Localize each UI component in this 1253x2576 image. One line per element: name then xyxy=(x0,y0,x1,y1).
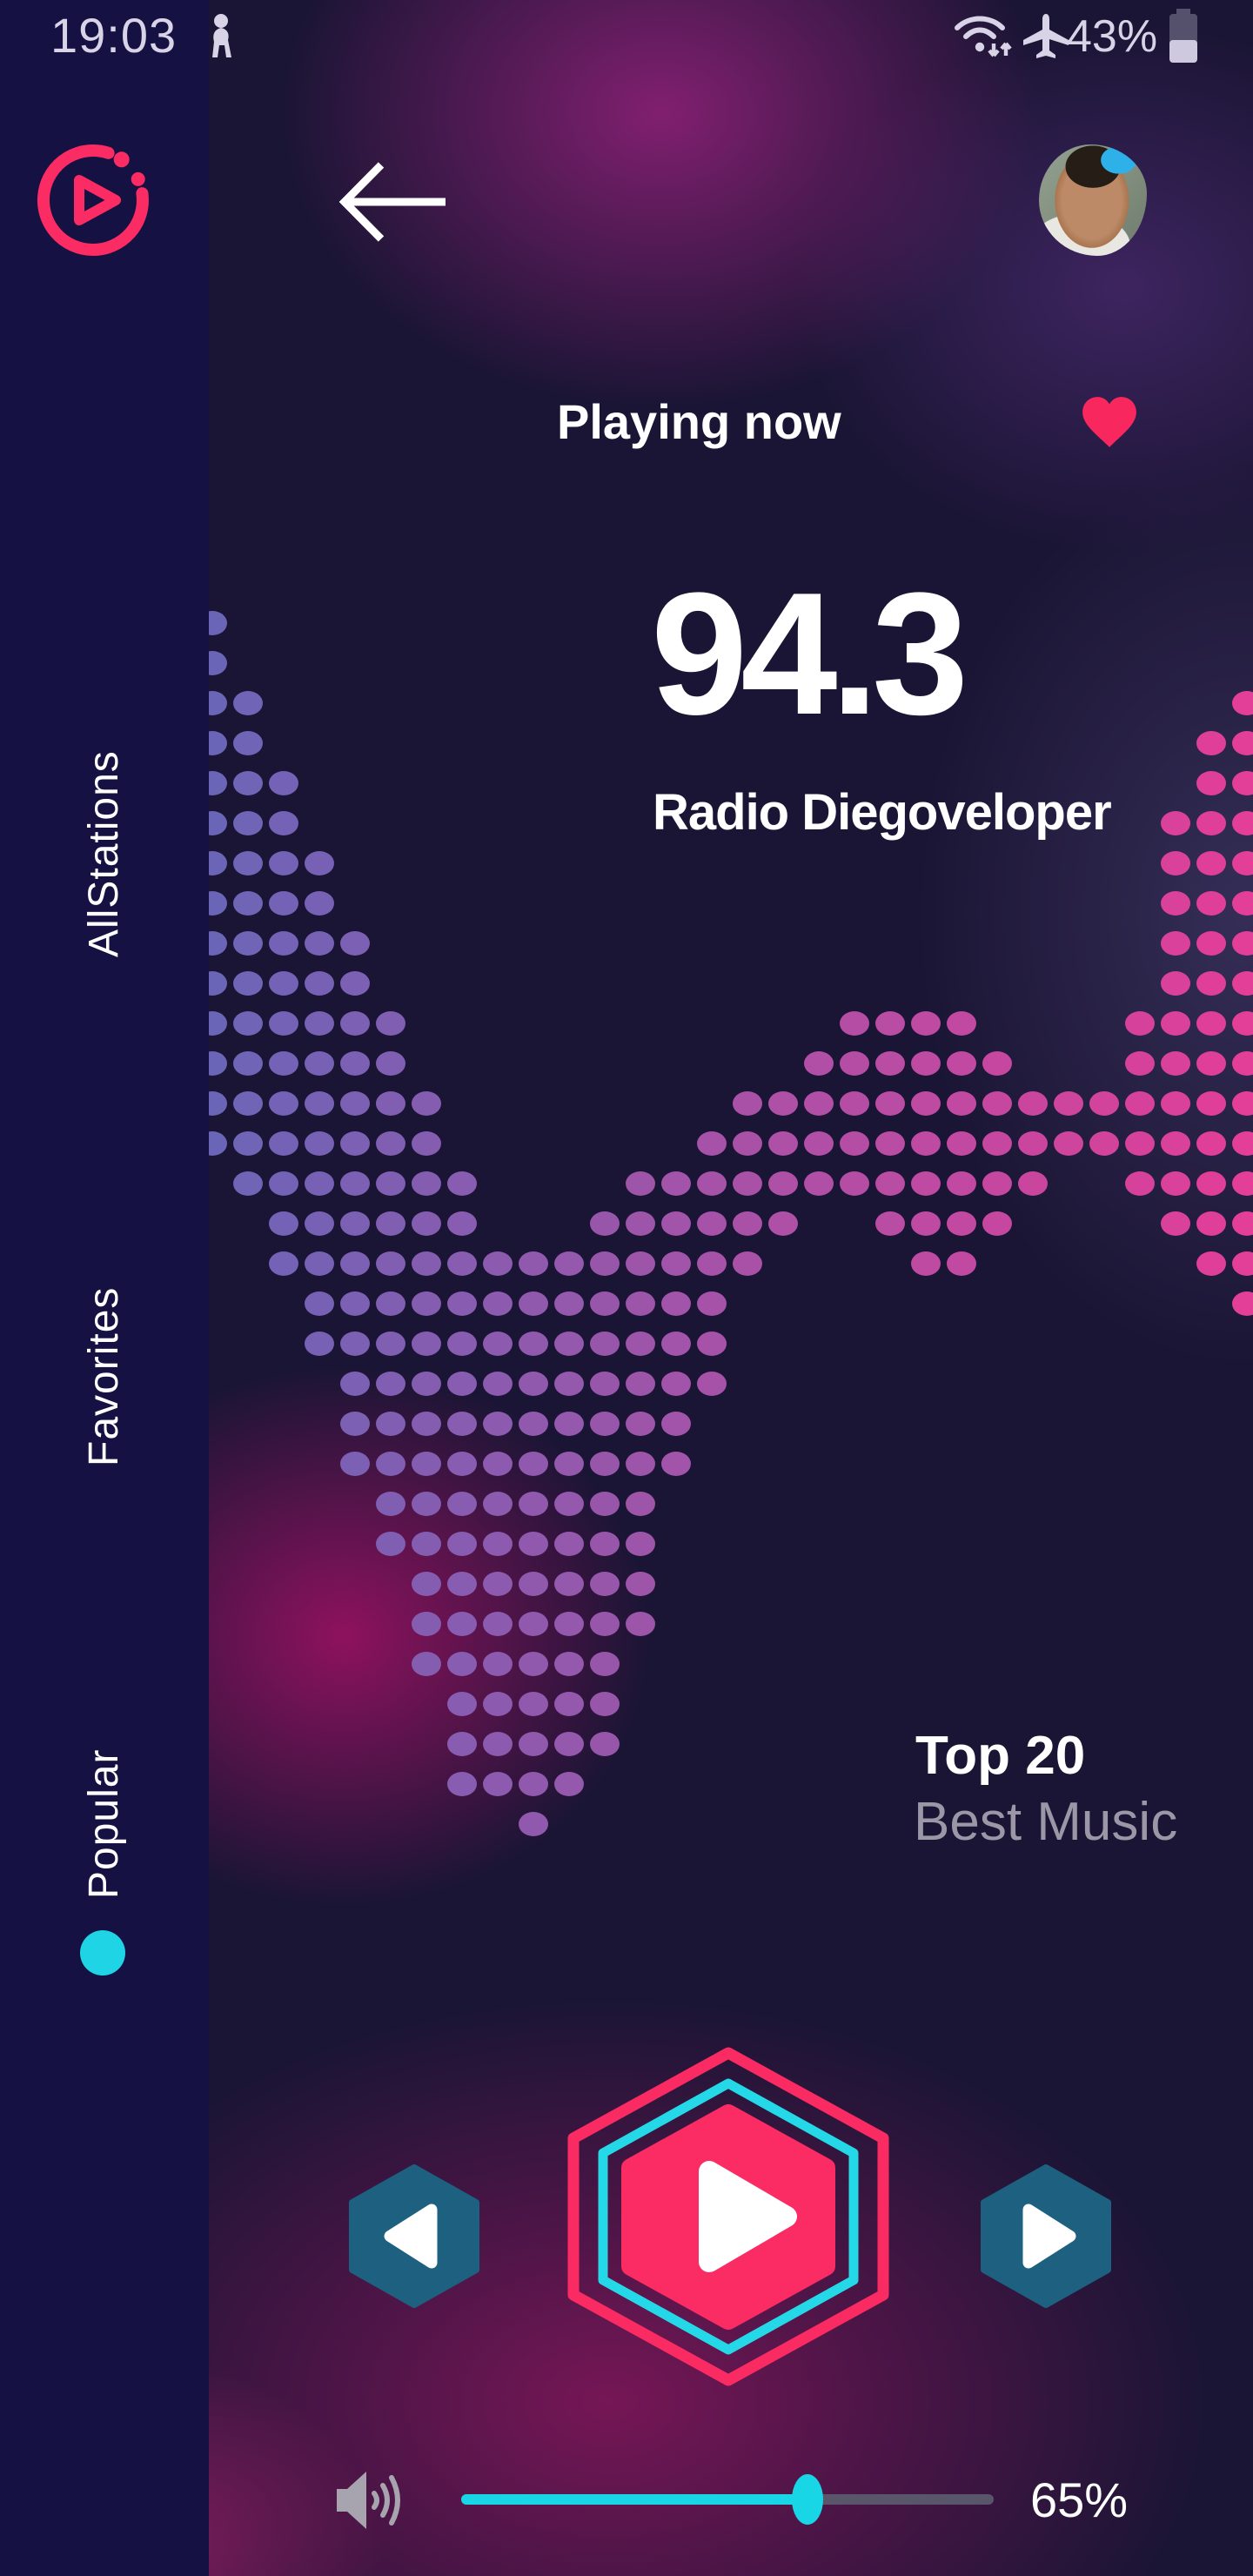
user-avatar[interactable] xyxy=(1039,144,1147,256)
sidebar-item-allstations[interactable]: AllStations xyxy=(81,750,127,957)
battery-percentage: 43% xyxy=(1067,11,1158,62)
favorite-heart-button[interactable] xyxy=(1079,393,1140,451)
playing-now-heading: Playing now xyxy=(557,394,841,449)
volume-slider-thumb[interactable] xyxy=(791,2474,823,2525)
volume-slider-track[interactable] xyxy=(461,2474,994,2525)
sidebar: AllStations Favorites Popular xyxy=(0,0,209,2576)
promo-subtitle: Best Music xyxy=(914,1792,1178,1852)
station-frequency: 94.3 xyxy=(651,557,968,751)
sidebar-item-favorites[interactable]: Favorites xyxy=(81,1286,127,1466)
volume-slider-fill xyxy=(461,2494,807,2505)
clock-time: 19:03 xyxy=(50,8,178,63)
back-button[interactable] xyxy=(338,159,451,245)
status-bar: 19:03 43% xyxy=(0,0,1253,70)
promo-title: Top 20 xyxy=(915,1726,1086,1786)
previous-button[interactable] xyxy=(349,2164,479,2308)
volume-percentage-label: 65% xyxy=(1030,2472,1129,2527)
active-station-indicator xyxy=(80,1930,125,1976)
station-name: Radio Diegoveloper xyxy=(653,784,1112,841)
sidebar-item-popular[interactable]: Popular xyxy=(81,1748,127,1899)
battery-icon xyxy=(1169,9,1197,63)
activity-person-icon xyxy=(212,14,231,57)
play-button[interactable] xyxy=(567,2047,889,2386)
volume-speaker-icon xyxy=(337,2472,400,2529)
airplane-mode-icon xyxy=(1023,14,1069,58)
next-button[interactable] xyxy=(981,2164,1111,2308)
app-logo-icon[interactable] xyxy=(32,139,154,261)
wifi-icon xyxy=(955,16,1012,57)
